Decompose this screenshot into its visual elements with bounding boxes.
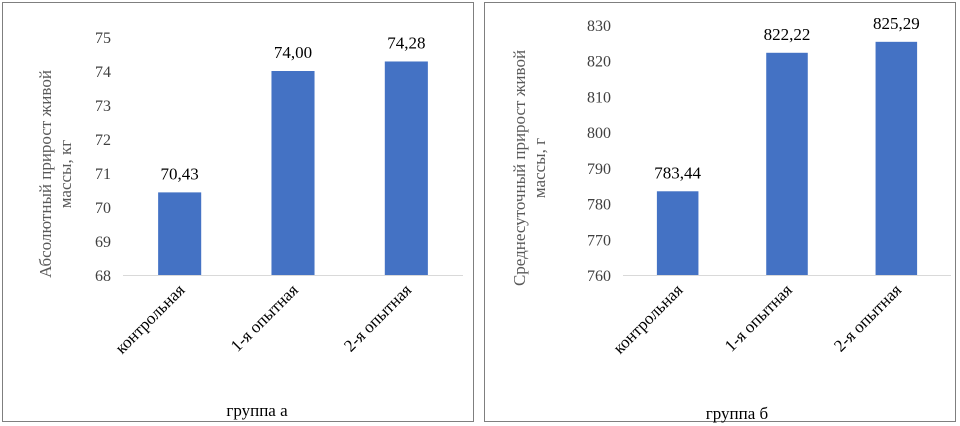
y-axis-title: Среднесуточный прирост живой	[510, 50, 529, 286]
y-tick-label: 70	[95, 200, 111, 217]
x-tick-label: контрольная	[609, 280, 686, 357]
y-axis-title: массы, кг	[56, 140, 75, 208]
bar	[271, 71, 315, 275]
y-tick-label: 69	[95, 234, 111, 251]
bar	[766, 52, 808, 276]
y-tick-label: 72	[95, 132, 111, 149]
bar	[158, 192, 202, 275]
y-tick-label: 75	[95, 30, 111, 47]
bar	[384, 61, 428, 276]
bar	[875, 41, 918, 276]
y-tick-label: 770	[587, 232, 611, 249]
y-axis-title: Абсолютный прирост живой	[36, 70, 55, 278]
data-label: 822,22	[764, 25, 811, 44]
bar-chart-b: 760 770 780 790 800 810 820 830 783,44 контрольна…	[510, 14, 951, 423]
y-tick-label: 760	[587, 268, 611, 285]
data-label: 74,28	[387, 33, 425, 52]
x-tick-label: 2-я опытная	[830, 280, 905, 355]
y-tick-label: 73	[95, 98, 111, 115]
y-tick-label: 68	[95, 268, 111, 285]
x-tick-label: 2-я опытная	[340, 280, 415, 355]
bar-chart-a: 68 69 70 71 72 73 74 75 70,43 контрольная 74,00 1-я…	[36, 30, 463, 420]
x-tick-label: контрольная	[111, 280, 188, 357]
y-tick-label: 800	[587, 125, 611, 142]
x-tick-label: 1-я опытная	[227, 280, 302, 355]
x-axis-title: группа а	[226, 401, 288, 420]
y-tick-label: 830	[587, 18, 611, 35]
y-tick-label: 790	[587, 161, 611, 178]
y-axis-title: массы, г	[530, 138, 549, 198]
x-tick-label: 1-я опытная	[721, 280, 796, 355]
y-tick-label: 74	[95, 64, 111, 81]
bar	[656, 191, 699, 275]
data-label: 783,44	[654, 163, 701, 182]
y-tick-label: 810	[587, 89, 611, 106]
x-axis-title: группа б	[706, 404, 768, 423]
y-tick-label: 71	[95, 166, 111, 183]
data-label: 70,43	[161, 164, 199, 183]
y-tick-label: 820	[587, 54, 611, 71]
data-label: 825,29	[873, 14, 920, 33]
data-label: 74,00	[274, 43, 312, 62]
y-tick-label: 780	[587, 197, 611, 214]
chart-panel-b: 760 770 780 790 800 810 820 830 783,44 контрольна…	[484, 2, 956, 423]
chart-panel-a: 68 69 70 71 72 73 74 75 70,43 контрольная 74,00 1-я…	[2, 2, 474, 422]
